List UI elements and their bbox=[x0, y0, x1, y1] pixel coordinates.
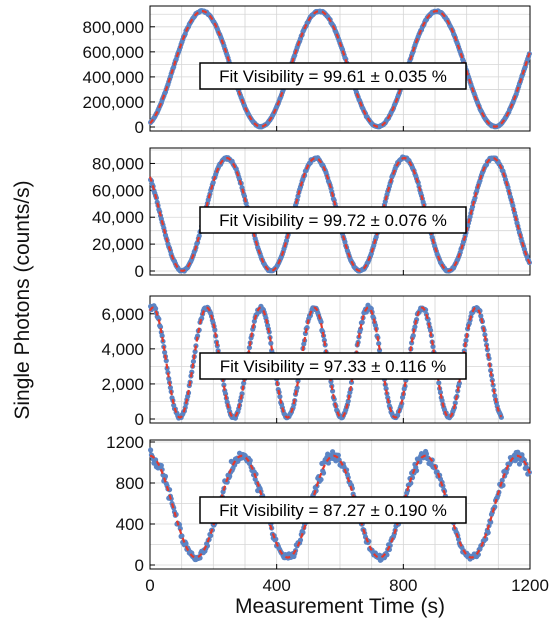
data-point bbox=[320, 470, 327, 476]
y-tick-label: 0 bbox=[135, 118, 144, 137]
data-point bbox=[412, 324, 418, 330]
annotation-box bbox=[199, 352, 467, 380]
y-tick-label: 4,000 bbox=[101, 340, 144, 359]
data-point bbox=[247, 457, 253, 464]
data-point bbox=[425, 455, 431, 461]
y-tick-label: 400,000 bbox=[83, 68, 144, 87]
fit-visibility-annotation: Fit Visibility = 99.61 ± 0.035 % bbox=[199, 62, 467, 90]
plot-frame bbox=[149, 5, 531, 132]
data-point bbox=[166, 375, 172, 382]
data-point bbox=[268, 340, 274, 346]
data-point bbox=[376, 347, 383, 353]
data-point bbox=[325, 460, 332, 466]
data-point bbox=[162, 349, 168, 355]
x-tick-label: 1200 bbox=[511, 576, 549, 595]
annotation-box bbox=[199, 62, 467, 90]
data-point bbox=[156, 316, 162, 322]
y-tick-label: 2,000 bbox=[101, 375, 144, 394]
x-tick-label: 400 bbox=[262, 576, 290, 595]
data-point bbox=[516, 461, 523, 467]
data-point bbox=[384, 552, 390, 558]
data-point bbox=[158, 462, 164, 469]
data-point bbox=[167, 384, 173, 391]
data-point bbox=[294, 385, 300, 391]
fit-visibility-annotation: Fit Visibility = 97.33 ± 0.116 % bbox=[199, 352, 467, 380]
y-tick-label: 0 bbox=[135, 262, 144, 281]
y-tick-label: 1200 bbox=[106, 433, 144, 452]
y-tick-label: 20,000 bbox=[92, 235, 144, 254]
data-point bbox=[376, 340, 382, 347]
data-point bbox=[345, 398, 351, 404]
data-point bbox=[488, 367, 494, 374]
data-point bbox=[439, 397, 445, 404]
fit-curve bbox=[149, 306, 503, 419]
plot-frame bbox=[149, 295, 531, 424]
data-point bbox=[297, 537, 304, 543]
data-point bbox=[410, 333, 416, 339]
data-point bbox=[318, 319, 324, 325]
data-point bbox=[194, 239, 201, 245]
x-tick-label: 0 bbox=[145, 576, 154, 595]
fit-visibility-annotation: Fit Visibility = 99.72 ± 0.076 % bbox=[199, 206, 467, 234]
data-point bbox=[357, 326, 364, 332]
fit-visibility-annotation: Fit Visibility = 87.27 ± 0.190 % bbox=[199, 496, 467, 524]
panel-1: 0 200,000 400,000 600,000 800,000 Fit Visibil… bbox=[83, 5, 532, 137]
y-tick-label: 6,000 bbox=[101, 305, 144, 324]
data-point bbox=[318, 476, 324, 483]
data-point bbox=[436, 380, 442, 386]
data-point bbox=[427, 327, 434, 333]
data-point bbox=[159, 333, 165, 339]
y-tick-label: 200,000 bbox=[83, 93, 144, 112]
data-point bbox=[489, 377, 495, 383]
data-point bbox=[221, 382, 227, 388]
data-point bbox=[194, 333, 201, 339]
panel-2: 0 20,000 40,000 60,000 80,000 Fit Visibility … bbox=[92, 147, 532, 281]
data-point bbox=[383, 386, 389, 392]
data-point bbox=[157, 324, 164, 330]
data-point bbox=[359, 319, 365, 325]
data-point bbox=[277, 394, 283, 400]
x-axis-label: Measurement Time (s) bbox=[234, 595, 446, 618]
y-tick-label: 600,000 bbox=[83, 43, 144, 62]
data-point bbox=[148, 447, 154, 453]
data-point bbox=[192, 349, 198, 355]
data-point bbox=[463, 337, 469, 344]
data-point bbox=[482, 332, 488, 338]
data-point bbox=[456, 380, 462, 386]
annotation-text: Fit Visibility = 87.27 ± 0.190 % bbox=[219, 501, 447, 520]
annotation-text: Fit Visibility = 99.61 ± 0.035 % bbox=[219, 67, 447, 86]
y-tick-label: 0 bbox=[135, 556, 144, 575]
data-point bbox=[222, 391, 229, 397]
data-point bbox=[492, 393, 498, 399]
plot-frame bbox=[149, 439, 531, 570]
plot-frame bbox=[149, 147, 531, 276]
y-tick-label: 800,000 bbox=[83, 18, 144, 37]
annotation-box bbox=[199, 496, 467, 524]
panel-3: 0 2,000 4,000 6,000 Fit Visibility = 97.33 ±… bbox=[101, 295, 531, 429]
annotation-text: Fit Visibility = 97.33 ± 0.116 % bbox=[220, 357, 447, 376]
annotation-text: Fit Visibility = 99.72 ± 0.076 % bbox=[219, 211, 447, 230]
y-tick-label: 60,000 bbox=[92, 181, 144, 200]
x-tick-label: 800 bbox=[389, 576, 417, 595]
data-point bbox=[208, 532, 214, 539]
data-point bbox=[385, 395, 391, 401]
y-tick-label: 400 bbox=[116, 515, 144, 534]
y-tick-label: 0 bbox=[135, 410, 144, 429]
data-point bbox=[321, 337, 327, 343]
y-tick-label: 800 bbox=[116, 474, 144, 493]
data-point bbox=[190, 358, 197, 365]
panel-4: 0 400 800 1200 Fit Visibility = 87.27 ± 0.19… bbox=[106, 433, 532, 575]
data-point bbox=[152, 305, 159, 312]
annotation-box bbox=[199, 206, 467, 234]
y-tick-label: 40,000 bbox=[92, 208, 144, 227]
y-tick-label: 80,000 bbox=[92, 154, 144, 173]
data-point bbox=[179, 533, 185, 539]
